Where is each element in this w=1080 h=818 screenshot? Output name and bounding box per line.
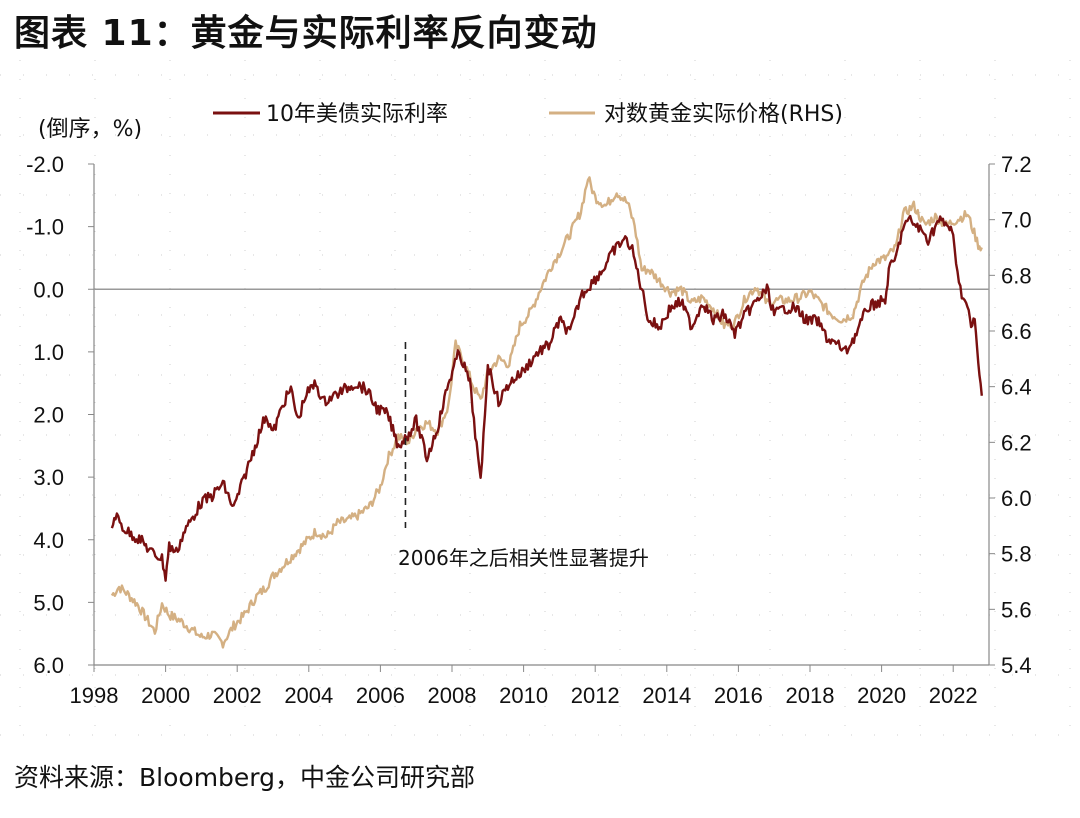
- x-tick-label: 2000: [141, 683, 190, 708]
- annotation-layer: 2006年之后相关性显著提升: [398, 342, 649, 570]
- right-tick-label: 7.2: [1001, 152, 1032, 177]
- x-tick-label: 2014: [642, 683, 691, 708]
- right-tick-label: 5.6: [1001, 597, 1032, 622]
- legend-label-real-rate: 10年美债实际利率: [266, 102, 448, 127]
- x-tick-label: 2002: [213, 683, 262, 708]
- x-tick-label: 2016: [714, 683, 763, 708]
- left-tick-label: 4.0: [33, 528, 64, 553]
- x-tick-label: 2006: [356, 683, 405, 708]
- chart-title: 图表 11：黄金与实际利率反向变动: [14, 13, 598, 54]
- legend: 10年美债实际利率 对数黄金实际价格(RHS): [213, 102, 843, 127]
- left-tick-label: 6.0: [33, 653, 64, 678]
- right-tick-label: 6.0: [1001, 486, 1032, 511]
- x-tick-label: 2018: [786, 683, 835, 708]
- right-tick-label: 6.6: [1001, 319, 1032, 344]
- grid-dots: [0, 60, 1080, 740]
- annotation-text: 2006年之后相关性显著提升: [398, 546, 649, 570]
- x-tick-label: 1998: [70, 683, 119, 708]
- right-tick-label: 5.8: [1001, 542, 1032, 567]
- left-tick-label: 0.0: [33, 277, 64, 302]
- left-tick-label: -2.0: [26, 152, 64, 177]
- axes: -2.0 -1.0 0.0 1.0 2.0 3.0 4.0 5.0 6.0 5.4 5.6 5.8 6.…: [26, 152, 1032, 708]
- x-tick-label: 2004: [284, 683, 333, 708]
- series-layer: [110, 176, 983, 649]
- series-line-gold: [110, 176, 983, 649]
- chart-canvas: -2.0 -1.0 0.0 1.0 2.0 3.0 4.0 5.0 6.0 5.4 5.6 5.8 6.…: [0, 60, 1080, 740]
- right-tick-label: 6.2: [1001, 430, 1032, 455]
- right-tick-label: 6.4: [1001, 375, 1032, 400]
- x-tick-label: 2020: [857, 683, 906, 708]
- x-tick-label: 2012: [571, 683, 620, 708]
- legend-label-gold: 对数黄金实际价格(RHS): [604, 102, 843, 127]
- right-tick-label: 5.4: [1001, 653, 1032, 678]
- left-tick-label: -1.0: [26, 215, 64, 240]
- x-tick-label: 2022: [929, 683, 978, 708]
- left-tick-label: 2.0: [33, 403, 64, 428]
- x-tick-label: 2008: [428, 683, 477, 708]
- left-tick-label: 5.0: [33, 590, 64, 615]
- left-tick-label: 3.0: [33, 465, 64, 490]
- series-line-real-rate: [110, 214, 983, 582]
- source-note: 资料来源：Bloomberg，中金公司研究部: [14, 763, 475, 792]
- right-tick-label: 7.0: [1001, 208, 1032, 233]
- left-tick-label: 1.0: [33, 340, 64, 365]
- right-tick-label: 6.8: [1001, 263, 1032, 288]
- left-axis-label: (倒序，%): [38, 117, 142, 142]
- x-tick-label: 2010: [499, 683, 548, 708]
